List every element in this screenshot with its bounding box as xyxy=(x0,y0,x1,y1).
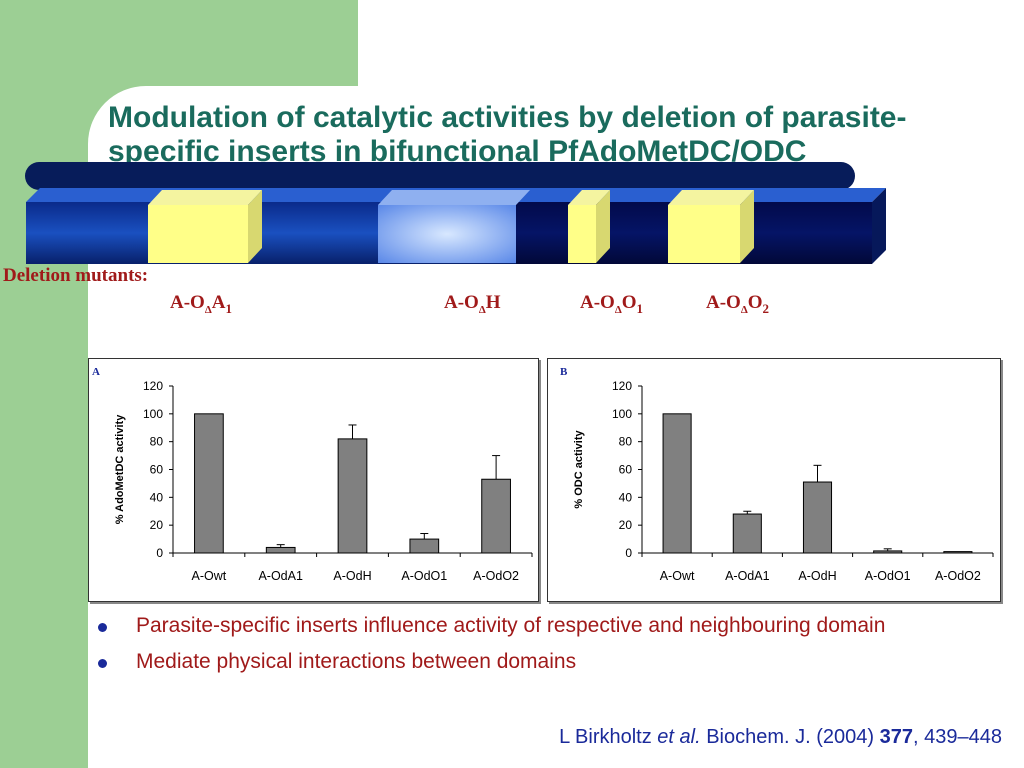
bar xyxy=(409,538,440,554)
mutant-rest: H xyxy=(485,292,501,313)
bullet-item: Mediate physical interactions between do… xyxy=(96,646,996,678)
insert-o1-side xyxy=(596,190,610,263)
band-cylinder-top xyxy=(25,162,855,190)
y-tick-label: 120 xyxy=(143,379,163,393)
insert-o2-side xyxy=(740,190,754,263)
chart-panel-b: B % ODC activity 0 20 40 60 80 100 120 A-Owt A-OdA… xyxy=(547,358,1001,602)
bar xyxy=(265,546,296,554)
delta-symbol: Δ xyxy=(204,303,212,316)
panel-label: A xyxy=(92,366,100,378)
mutant-label-o1: A-OΔO1 xyxy=(580,292,643,317)
citation-volume: 377 xyxy=(879,726,914,748)
x-tick-label: A-Owt xyxy=(660,569,695,583)
y-tick-label: 20 xyxy=(619,518,633,532)
y-axis-label: % ODC activity xyxy=(573,429,585,508)
y-tick-label: 40 xyxy=(619,490,633,504)
mutant-rest: O xyxy=(747,292,763,313)
y-tick-label: 80 xyxy=(619,435,633,449)
insert-o1-front xyxy=(568,205,596,263)
bar xyxy=(194,413,224,554)
bullet-list: Parasite-specific inserts influence acti… xyxy=(96,610,996,682)
y-tick-label: 80 xyxy=(150,435,164,449)
y-tick-label: 0 xyxy=(625,546,632,560)
insert-a1-top xyxy=(148,190,262,205)
panel-label: B xyxy=(560,366,568,378)
citation-pages: , 439–448 xyxy=(913,726,1002,748)
mutant-prefix: A-O xyxy=(706,292,741,313)
chart-panel-a: A % AdoMetDC activity 0 20 40 60 80 100 120 A-Owt… xyxy=(88,358,539,602)
mutant-prefix: A-O xyxy=(170,292,205,313)
mutant-label-o2: A-OΔO2 xyxy=(706,292,769,317)
bar xyxy=(732,513,762,554)
bar xyxy=(662,413,692,554)
bullet-text: Parasite-specific inserts influence acti… xyxy=(136,614,886,637)
insert-o2-front xyxy=(668,205,740,263)
mutant-sub: 1 xyxy=(636,300,644,316)
bar xyxy=(481,478,511,554)
y-tick-label: 120 xyxy=(612,379,632,393)
citation-journal: Biochem. J. (2004) xyxy=(706,726,875,748)
citation-etal: et al. xyxy=(657,726,701,748)
bar xyxy=(943,551,973,554)
x-tick-label: A-OdH xyxy=(333,569,371,583)
delta-symbol: Δ xyxy=(740,303,748,316)
hinge-front xyxy=(378,205,516,263)
citation: L Birkholtz et al. Biochem. J. (2004) 37… xyxy=(559,726,1002,749)
bullet-dot-icon xyxy=(98,623,107,632)
y-tick-label: 100 xyxy=(143,407,163,421)
mutant-prefix: A-O xyxy=(580,292,615,313)
mutant-sub: 2 xyxy=(762,300,770,316)
mutant-rest: A xyxy=(211,292,226,313)
mutant-sub: 1 xyxy=(225,300,232,316)
insert-a1-front xyxy=(148,205,248,263)
y-tick-label: 100 xyxy=(612,407,632,421)
delta-symbol: Δ xyxy=(478,303,486,316)
y-tick-label: 60 xyxy=(150,463,164,477)
x-tick-label: A-OdO2 xyxy=(935,569,981,583)
x-tick-label: A-OdA1 xyxy=(258,569,303,583)
x-tick-label: A-OdO1 xyxy=(865,569,911,583)
bar xyxy=(337,438,368,554)
bullet-dot-icon xyxy=(98,659,107,668)
bullet-item: Parasite-specific inserts influence acti… xyxy=(96,610,996,642)
odc-activity-chart: B % ODC activity 0 20 40 60 80 100 120 A-Owt A-OdA… xyxy=(560,366,994,583)
bar xyxy=(873,550,903,554)
protein-domain-diagram xyxy=(25,162,886,264)
mutant-prefix: A-O xyxy=(444,292,479,313)
mutant-label-a1: A-OΔA1 xyxy=(170,292,232,317)
delta-symbol: Δ xyxy=(614,303,622,316)
y-axis-label: % AdoMetDC activity xyxy=(114,414,126,524)
hinge-top xyxy=(378,190,530,205)
bar xyxy=(802,481,833,554)
y-tick-label: 60 xyxy=(619,463,633,477)
x-tick-label: A-OdA1 xyxy=(725,569,770,583)
x-tick-label: A-Owt xyxy=(192,569,227,583)
mutant-rest: O xyxy=(621,292,637,313)
y-tick-label: 0 xyxy=(156,546,163,560)
x-tick-label: A-OdO2 xyxy=(473,569,519,583)
y-tick-label: 20 xyxy=(150,518,164,532)
x-tick-label: A-OdO1 xyxy=(401,569,447,583)
citation-author: L Birkholtz xyxy=(559,726,652,748)
insert-a1-side xyxy=(248,190,262,263)
x-tick-label: A-OdH xyxy=(798,569,836,583)
adometdc-activity-chart: A % AdoMetDC activity 0 20 40 60 80 100 120 A-Owt… xyxy=(92,366,533,583)
bullet-text: Mediate physical interactions between do… xyxy=(136,650,577,673)
band-side xyxy=(872,188,886,264)
y-tick-label: 40 xyxy=(150,490,164,504)
insert-o2-top xyxy=(668,190,754,205)
mutant-label-h: A-OΔH xyxy=(444,292,501,317)
deletion-mutants-label: Deletion mutants: xyxy=(3,265,149,286)
